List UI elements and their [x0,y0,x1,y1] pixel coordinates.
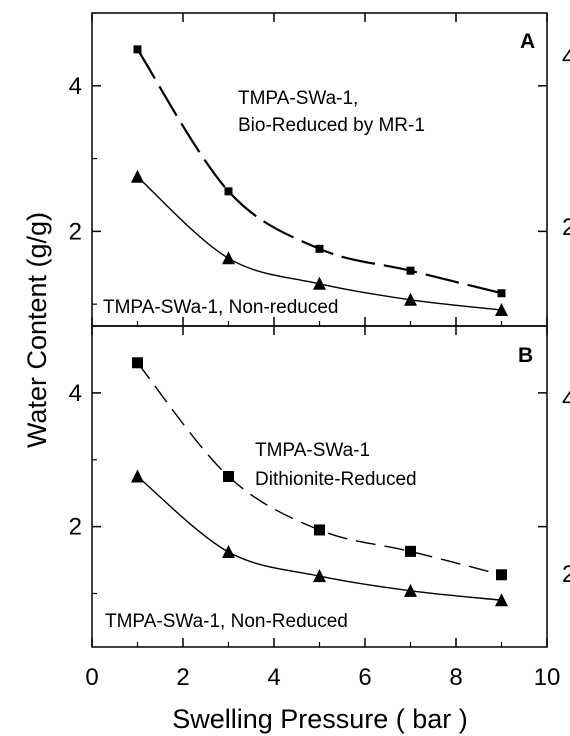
annotation-b-nonreduced: TMPA-SWa-1, Non-Reduced [105,611,348,632]
panel-a-series-0-point-2 [315,244,324,253]
xtick-label-2: 4 [267,664,280,691]
panel-b-series-1-point-3 [404,583,417,597]
xtick-label-1: 2 [176,664,189,691]
annotation-a-nonreduced: TMPA-SWa-1, Non-reduced [103,297,338,318]
y-axis-title: Water Content (g/g) [22,212,52,448]
edge-fragment-4: 2 [562,561,570,588]
panel-b-series-1-point-0 [131,469,144,483]
panel-b-series-1-point-4 [495,593,508,607]
panel-b: 24 [69,325,548,647]
panel-b-series-1-point-1 [222,545,235,559]
panel-b-series-0-point-4 [496,569,507,581]
annotation-a-bioreduced-line1: TMPA-SWa-1, [238,88,358,109]
panel-a-series-1-point-3 [404,292,417,306]
edge-fragment-1: 4 [562,44,570,71]
panel-b-series-0-point-2 [314,524,325,536]
xtick-label-4: 8 [449,664,462,691]
panel-a-series-0-point-4 [497,289,506,298]
xtick-label-0: 0 [85,664,98,691]
panel-a-series-0-point-3 [406,266,415,275]
panel-a-series-1-point-2 [313,276,326,290]
panel-a-ytick-label-0: 2 [69,218,82,245]
panel-a-series-0-point-0 [133,45,142,54]
xtick-label-3: 6 [358,664,371,691]
xtick-label-5: 10 [534,664,561,691]
panel-b-ytick-label-0: 2 [69,514,82,541]
panel-a-series-0-line [136,48,502,295]
x-axis: 0 2 4 6 8 10 [85,664,560,691]
panel-b-series-0-point-0 [132,357,143,369]
panel-a-series-1-line [137,176,502,311]
panel-a-series-1-point-4 [495,302,508,316]
panel-b-series-1-point-2 [313,569,326,583]
edge-fragment-2: 2 [562,214,570,241]
panel-a: 24 [69,12,548,326]
panel-b-series-0-line [136,362,502,576]
annotation-b-dithionite-line1: TMPA-SWa-1 [255,440,370,461]
edge-fragment-3: 4 [562,386,570,413]
panel-a-series-1-point-1 [222,251,235,265]
panel-b-series-0-point-1 [223,470,234,482]
panel-a-series-0-point-1 [224,187,233,196]
x-axis-title: Swelling Pressure ( bar ) [172,704,468,734]
panel-a-ytick-label-1: 4 [69,73,82,100]
panel-a-letter: A [520,30,535,53]
panel-b-series-0-point-3 [405,545,416,557]
annotation-b-dithionite-line2: Dithionite-Reduced [255,469,417,490]
panel-b-ytick-label-1: 4 [69,380,82,407]
panel-a-series-1-point-0 [131,169,144,183]
panel-b-letter: B [518,344,533,367]
annotation-a-bioreduced-line2: Bio-Reduced by MR-1 [238,115,425,136]
